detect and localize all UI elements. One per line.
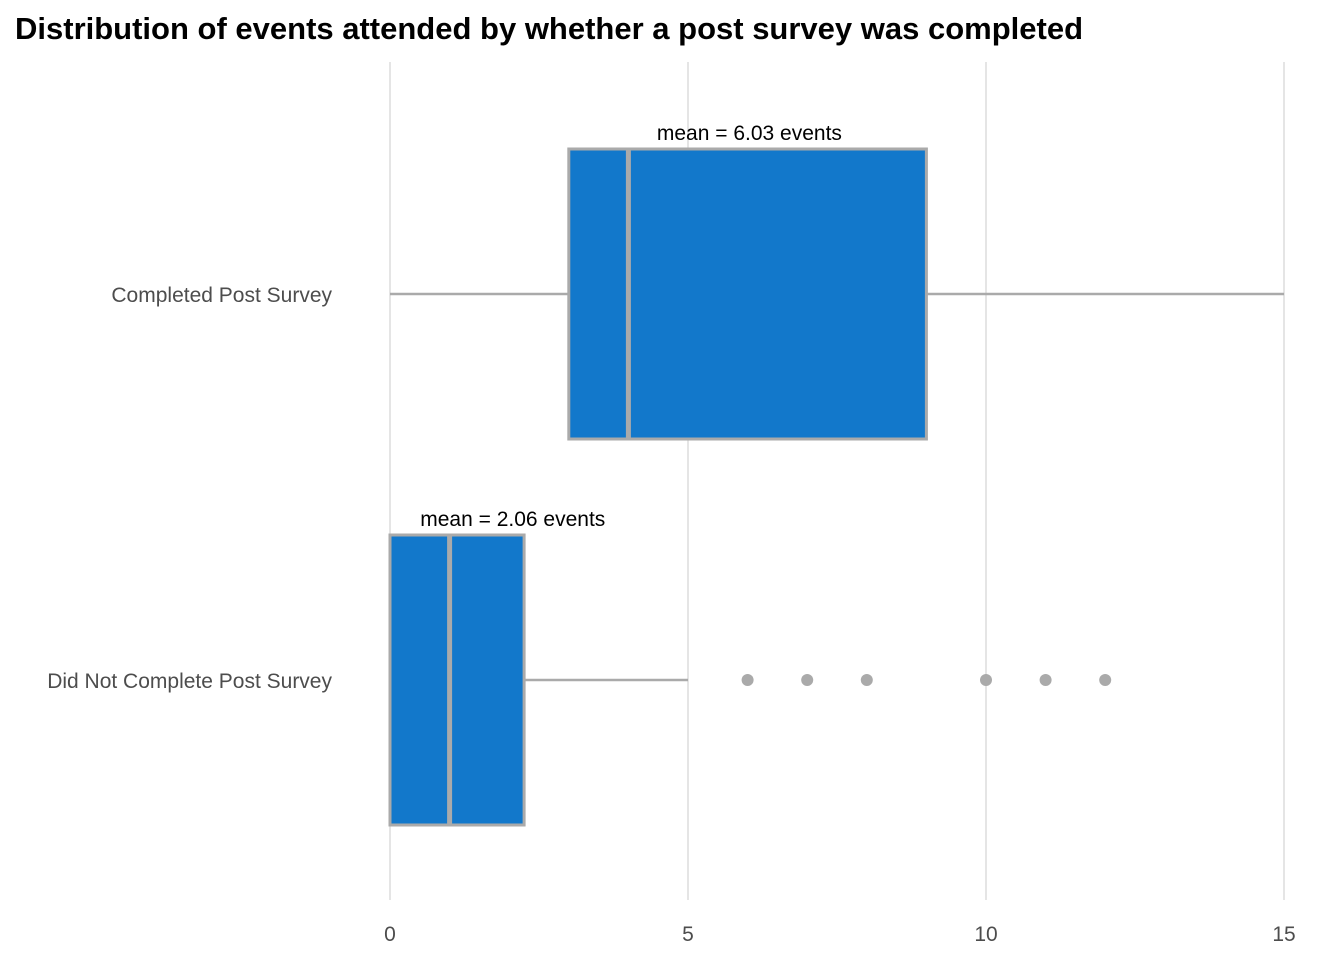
outlier-point-did-not-complete-post-survey-7 bbox=[801, 674, 814, 686]
category-label-completed-post-survey: Completed Post Survey bbox=[111, 284, 332, 307]
x-axis-ticks: 0 5 10 15 bbox=[384, 923, 1296, 946]
box-did-not-complete-post-survey bbox=[388, 533, 526, 827]
outlier-point-did-not-complete-post-survey-6 bbox=[741, 674, 754, 686]
category-label-did-not-complete-post-survey: Did Not Complete Post Survey bbox=[47, 670, 332, 693]
outlier-point-did-not-complete-post-survey-11 bbox=[1039, 674, 1052, 686]
category-labels: Completed Post Survey Did Not Complete Po… bbox=[47, 284, 332, 693]
chart-title: Distribution of events attended by wheth… bbox=[15, 11, 1083, 46]
box-completed-post-survey bbox=[567, 147, 928, 441]
outlier-point-did-not-complete-post-survey-8 bbox=[860, 674, 873, 686]
x-tick-label-10: 10 bbox=[974, 923, 997, 946]
mean-label-did-not-complete-post-survey: mean = 2.06 events bbox=[420, 508, 605, 531]
x-tick-label-15: 15 bbox=[1272, 923, 1295, 946]
x-tick-label-5: 5 bbox=[682, 923, 694, 946]
mean-label-completed-post-survey: mean = 6.03 events bbox=[657, 122, 842, 145]
boxplots: mean = 6.03 events mean = 2.06 events bbox=[388, 122, 1284, 827]
outlier-point-did-not-complete-post-survey-10 bbox=[980, 674, 992, 686]
x-tick-label-0: 0 bbox=[384, 923, 396, 946]
outlier-point-did-not-complete-post-survey-12 bbox=[1099, 674, 1112, 686]
